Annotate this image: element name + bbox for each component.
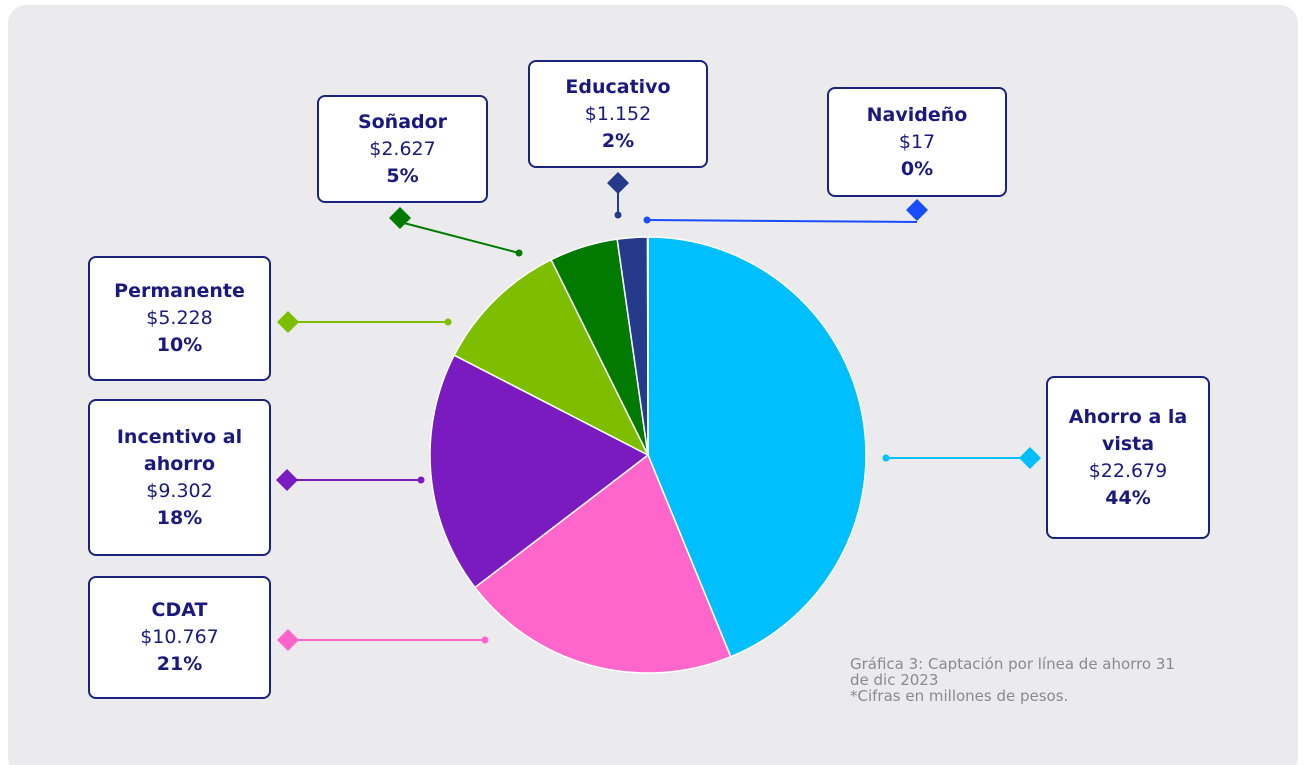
category-label: Incentivo al ahorro	[116, 425, 243, 475]
percent-label: 18%	[156, 506, 203, 529]
category-label: Permanente	[114, 280, 245, 302]
callout: Incentivo al ahorro $9.302 18%	[88, 399, 271, 556]
category-label: Soñador	[357, 110, 448, 133]
value-label: $10.767	[140, 626, 219, 648]
value-label: $1.152	[584, 102, 652, 125]
value-label: $9.302	[146, 479, 213, 502]
diamond	[389, 207, 411, 229]
percent-label: 21%	[156, 653, 203, 675]
callout: Educativo $1.152 2%	[528, 60, 708, 168]
category-label: Ahorro a la vista	[1068, 405, 1188, 455]
connector-dot	[444, 318, 452, 326]
connector-dot	[417, 476, 425, 484]
footnote: Gráfica 3: Captación por línea de ahorro…	[850, 656, 1180, 704]
pie-slice	[647, 236, 867, 658]
diamond	[277, 311, 299, 333]
note: Gráfica 3: Captación por línea de ahorro…	[850, 655, 1175, 689]
pie-slice	[473, 453, 732, 674]
category-label: Educativo	[565, 75, 671, 98]
callout: Permanente $5.228 10%	[88, 256, 271, 381]
category-label: Navideño	[866, 103, 968, 126]
connector	[399, 221, 520, 254]
percent-label: 44%	[1105, 486, 1151, 509]
callout: Ahorro a la vista $22.679 44%	[1046, 376, 1210, 539]
value-label: $22.679	[1088, 459, 1168, 482]
percent-label: 10%	[156, 334, 203, 356]
value-label: $5.228	[146, 307, 213, 329]
callout: CDAT $10.767 21%	[88, 576, 271, 699]
callout: Navideño $17 0%	[827, 87, 1007, 197]
diamond	[607, 172, 629, 194]
callout: Soñador $2.627 5%	[317, 95, 488, 203]
diamond	[906, 199, 928, 221]
diamond	[1019, 447, 1041, 469]
note: *Cifras en millones de pesos.	[850, 687, 1069, 705]
pie-slice	[429, 354, 650, 589]
diamond	[276, 469, 298, 491]
connector-dot	[882, 454, 890, 462]
diamond	[277, 629, 299, 651]
category-label: CDAT	[151, 599, 208, 621]
connector-dot	[643, 216, 651, 224]
percent-label: 2%	[601, 129, 635, 152]
value-label: $17	[898, 130, 936, 153]
connector-dot	[515, 249, 523, 257]
connector-dot	[481, 636, 489, 644]
pie-slice	[453, 258, 650, 457]
connector-dot	[614, 211, 622, 219]
percent-label: 0%	[900, 157, 934, 180]
connector	[646, 219, 918, 223]
percent-label: 5%	[386, 164, 419, 187]
value-label: $2.627	[369, 137, 436, 160]
